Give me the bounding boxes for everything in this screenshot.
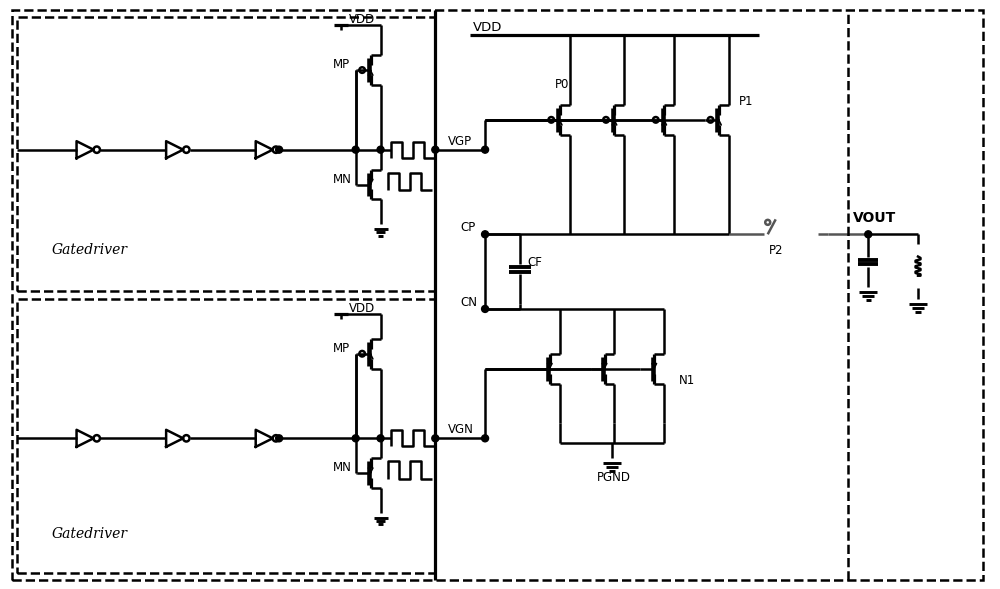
Text: MP: MP	[333, 342, 350, 355]
Circle shape	[377, 435, 384, 442]
Text: P2: P2	[769, 244, 783, 257]
Text: CF: CF	[528, 256, 543, 269]
Bar	[17, 299, 435, 573]
Circle shape	[482, 231, 489, 238]
Text: MP: MP	[333, 58, 350, 71]
Circle shape	[865, 231, 872, 238]
Circle shape	[482, 146, 489, 153]
Circle shape	[432, 435, 439, 442]
Text: P1: P1	[739, 95, 753, 108]
Text: MN: MN	[333, 461, 352, 474]
Text: VGN: VGN	[448, 423, 474, 436]
Text: VDD: VDD	[473, 21, 503, 34]
Bar	[17, 17, 435, 291]
Circle shape	[352, 146, 359, 153]
Text: CP: CP	[460, 221, 475, 234]
Circle shape	[377, 146, 384, 153]
Text: VDD: VDD	[349, 302, 375, 315]
Text: VDD: VDD	[349, 14, 375, 27]
Text: VGP: VGP	[448, 135, 472, 148]
Text: PGND: PGND	[597, 471, 631, 484]
Circle shape	[432, 146, 439, 153]
Circle shape	[482, 306, 489, 312]
Text: N1: N1	[679, 373, 695, 386]
Circle shape	[276, 146, 283, 153]
Text: VOUT: VOUT	[853, 211, 897, 226]
Text: Gatedriver: Gatedriver	[52, 243, 128, 257]
Text: CN: CN	[460, 296, 477, 309]
Circle shape	[482, 435, 489, 442]
Text: P0: P0	[555, 78, 569, 91]
Circle shape	[276, 435, 283, 442]
Text: MN: MN	[333, 173, 352, 186]
Text: Gatedriver: Gatedriver	[52, 527, 128, 541]
Circle shape	[352, 435, 359, 442]
